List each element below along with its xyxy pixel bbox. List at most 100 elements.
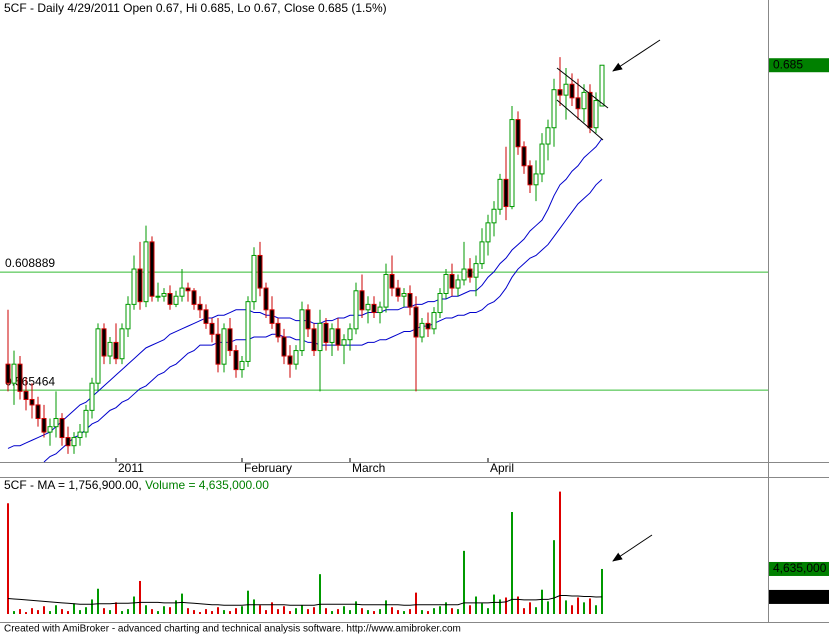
candle-body — [179, 287, 185, 297]
arrow — [612, 39, 661, 72]
volume-bar — [217, 607, 219, 614]
level-label: 0.608889 — [5, 256, 55, 270]
volume-ma-text: 5CF - MA = 1,756,900.00, — [4, 478, 142, 492]
candle-body — [173, 295, 179, 305]
volume-bar — [523, 608, 525, 614]
candle-body — [125, 303, 131, 330]
candle-body — [401, 293, 407, 297]
footer: Created with AmiBroker - advanced charti… — [4, 624, 461, 635]
volume-bar — [481, 603, 483, 614]
volume-bar — [325, 608, 327, 614]
candle-body — [425, 322, 431, 330]
candle-body — [389, 273, 395, 289]
candle-body — [353, 290, 359, 330]
candle-body — [257, 254, 263, 289]
volume-bar — [601, 568, 603, 614]
candle-body — [569, 83, 575, 99]
candle-body — [347, 328, 353, 341]
candle-body — [461, 268, 467, 281]
volume-bar — [541, 589, 543, 614]
candle-body — [599, 64, 605, 107]
volume-bar — [565, 600, 567, 614]
volume-bar — [247, 590, 249, 614]
candle-body — [167, 293, 173, 305]
x-tick-label: April — [490, 461, 514, 475]
candle-body — [377, 306, 383, 314]
volume-bar — [283, 606, 285, 614]
candle-body — [437, 293, 443, 314]
volume-bar — [319, 574, 321, 614]
volume-bar — [553, 540, 555, 614]
volume-bar — [295, 608, 297, 614]
volume-bar — [151, 609, 153, 614]
candle-body — [551, 89, 557, 129]
candle-body — [293, 350, 299, 365]
candle-body — [89, 382, 95, 411]
volume-bar — [547, 601, 549, 614]
volume-bar — [139, 580, 141, 614]
volume-bar — [457, 609, 459, 614]
candle-body — [305, 309, 311, 330]
volume-bar — [421, 610, 423, 614]
volume-bar — [7, 503, 9, 614]
volume-bar — [91, 599, 93, 614]
value-box — [769, 589, 829, 604]
candle-body — [473, 263, 479, 278]
volume-bar — [559, 491, 561, 614]
candle-body — [17, 363, 23, 392]
volume-bar — [13, 611, 15, 614]
candle-body — [215, 333, 221, 365]
candle-body — [107, 341, 113, 357]
value-box — [769, 561, 829, 576]
volume-bar — [187, 608, 189, 614]
volume-title: 5CF - MA = 1,756,900.00, Volume = 4,635,… — [4, 478, 269, 492]
candle-body — [443, 273, 449, 295]
candle-body — [119, 328, 125, 360]
moving-average — [7, 138, 603, 449]
volume-bar — [223, 610, 225, 614]
volume-bar — [499, 599, 501, 614]
candle-body — [467, 268, 473, 278]
candle-body — [515, 119, 521, 148]
candle-body — [317, 322, 323, 352]
volume-bar — [25, 612, 27, 614]
candle-body — [371, 303, 377, 314]
volume-bar — [121, 611, 123, 614]
volume-bar — [259, 605, 261, 614]
x-tick-label: March — [352, 461, 385, 475]
candle-body — [563, 83, 569, 96]
candle-body — [191, 290, 197, 305]
volume-bar — [175, 600, 177, 614]
candle-body — [359, 290, 365, 311]
candle-body — [533, 173, 539, 186]
candle-body — [521, 146, 527, 167]
candle-body — [11, 363, 17, 384]
candle-body — [449, 273, 455, 289]
volume-bar — [589, 598, 591, 614]
candle-body — [47, 426, 53, 433]
candle-body — [83, 409, 89, 433]
volume-bar — [211, 611, 213, 614]
x-tick-label: 2011 — [118, 461, 144, 475]
candle-body — [575, 97, 581, 110]
volume-bar — [43, 606, 45, 614]
volume-bar — [199, 612, 201, 614]
candle-body — [311, 328, 317, 352]
volume-bar — [301, 605, 303, 614]
candle-body — [281, 336, 287, 357]
volume-bar — [583, 602, 585, 614]
volume-bar — [367, 610, 369, 614]
last-value-label: 0.685 — [773, 57, 803, 71]
volume-bar — [73, 603, 75, 614]
candle-body — [161, 293, 167, 297]
candle-body — [455, 279, 461, 289]
candle-body — [197, 303, 203, 311]
annotations — [556, 39, 661, 562]
volume-bar — [535, 607, 537, 614]
candle-body — [365, 303, 371, 311]
arrow — [612, 534, 653, 562]
candle-body — [299, 309, 305, 352]
